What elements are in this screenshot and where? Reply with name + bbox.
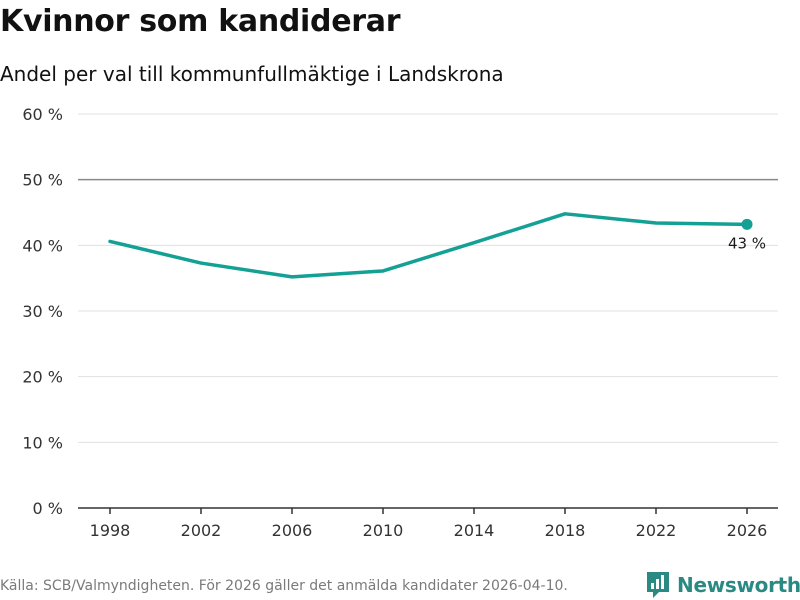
y-tick-label: 50 % — [22, 171, 63, 190]
x-tick-label: 2010 — [363, 521, 404, 540]
y-tick-label: 60 % — [22, 105, 63, 124]
y-tick-label: 0 % — [33, 499, 63, 518]
newsworthy-logo-icon — [647, 572, 669, 598]
x-tick-label: 2014 — [454, 521, 495, 540]
series-line — [108, 212, 749, 279]
gridlines — [78, 113, 778, 443]
y-tick-label: 40 % — [22, 236, 63, 255]
brand-logo: Newsworthy — [645, 570, 800, 600]
chart-title: Kvinnor som kandiderar — [0, 4, 401, 39]
end-value-label: 43 % — [728, 234, 766, 252]
end-point-marker — [741, 218, 753, 230]
x-tick-label: 2018 — [545, 521, 586, 540]
x-axis-ticks: 1998 2002 2006 2010 2014 2018 2022 2026 — [90, 508, 768, 540]
y-axis-ticks: 0 % 10 % 20 % 30 % 40 % 50 % 60 % — [22, 105, 63, 518]
x-tick-label: 2026 — [727, 521, 768, 540]
chart-subtitle: Andel per val till kommunfullmäktige i L… — [0, 62, 504, 86]
source-note: Källa: SCB/Valmyndigheten. För 2026 gäll… — [0, 578, 568, 594]
y-tick-label: 10 % — [22, 433, 63, 452]
x-tick-label: 1998 — [90, 521, 131, 540]
y-tick-label: 20 % — [22, 368, 63, 387]
x-tick-label: 2022 — [636, 521, 677, 540]
y-tick-label: 30 % — [22, 302, 63, 321]
x-tick-label: 2006 — [272, 521, 313, 540]
x-tick-label: 2002 — [181, 521, 222, 540]
brand-name: Newsworthy — [677, 573, 800, 597]
data-series: 43 % — [108, 212, 766, 279]
